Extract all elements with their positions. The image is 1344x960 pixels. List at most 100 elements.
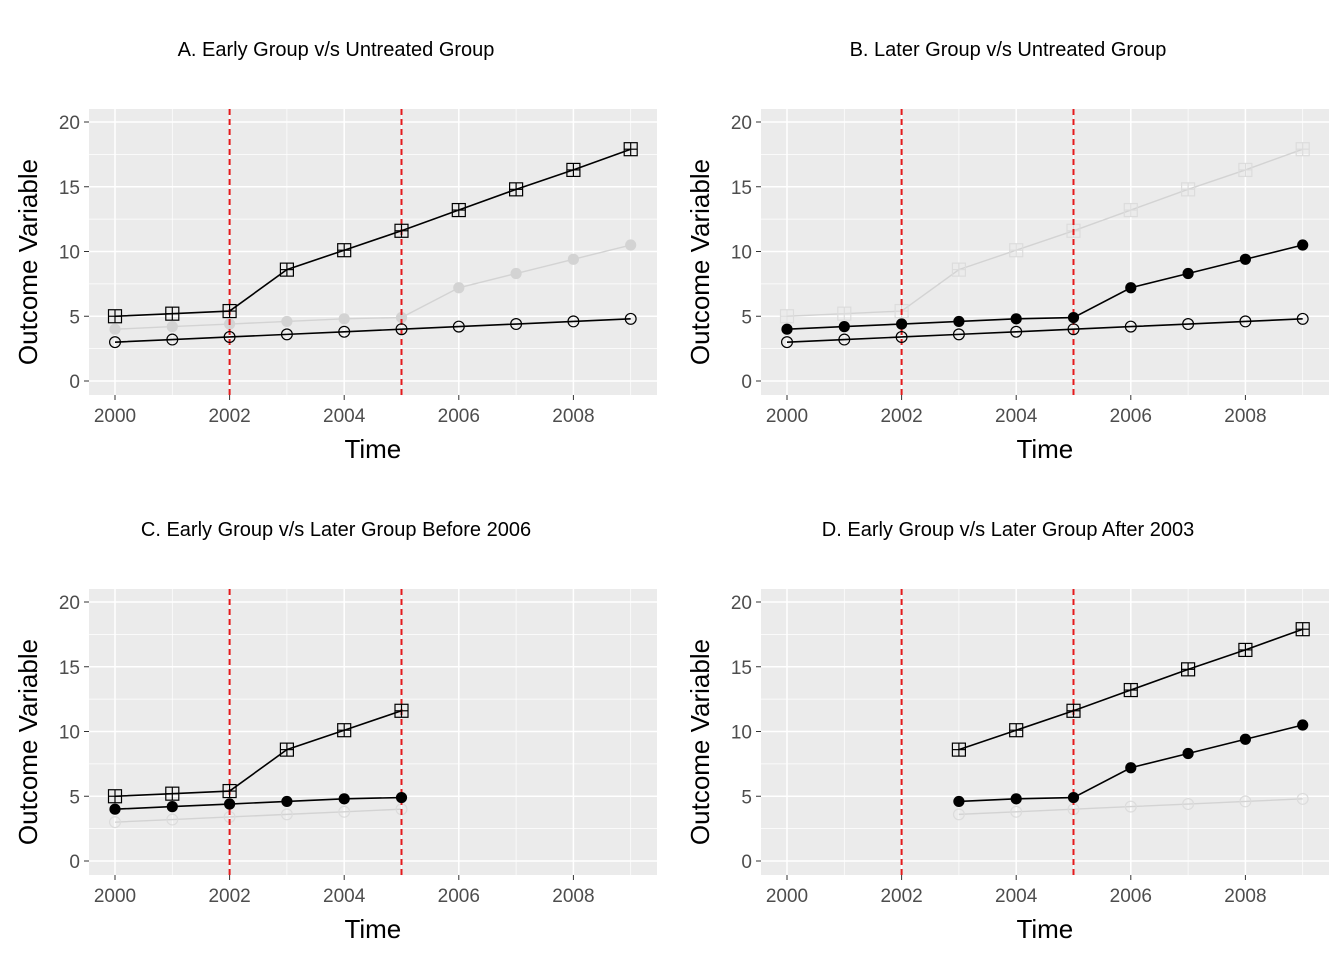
data-point (109, 323, 121, 335)
y-tick-label: 15 (731, 658, 752, 679)
y-tick-label: 20 (731, 593, 752, 614)
x-tick-label: 2006 (1110, 406, 1152, 427)
data-point (566, 162, 581, 178)
panel-title: C. Early Group v/s Later Group Before 20… (141, 519, 531, 541)
data-point (1297, 719, 1309, 731)
data-point (951, 262, 967, 277)
x-tick-label: 2002 (880, 406, 922, 427)
x-tick-label: 2000 (94, 886, 136, 907)
y-tick-label: 5 (741, 787, 752, 808)
x-axis-label: Time (1016, 434, 1073, 464)
data-point (509, 182, 524, 197)
series-filled (109, 791, 408, 815)
data-point (1182, 267, 1194, 280)
data-point (1010, 805, 1023, 818)
data-point (1239, 733, 1251, 745)
data-point (107, 309, 123, 324)
data-point (338, 793, 350, 805)
data-point (394, 703, 409, 718)
data-point (1239, 315, 1252, 328)
data-point (837, 306, 852, 321)
data-point (567, 253, 580, 265)
data-point (452, 320, 465, 333)
x-tick-label: 2000 (766, 886, 808, 907)
data-point (1295, 622, 1310, 637)
panel-title: B. Later Group v/s Untreated Group (850, 39, 1167, 61)
data-point (280, 328, 293, 341)
data-point (1124, 320, 1137, 333)
data-point (1067, 791, 1080, 804)
series-line (114, 796, 402, 810)
x-axis-label: Time (344, 434, 401, 464)
data-point (1296, 792, 1309, 805)
x-tick-label: 2008 (1224, 886, 1266, 907)
data-point (108, 336, 121, 349)
x-tick-label: 2004 (323, 406, 366, 427)
data-point (338, 805, 351, 818)
series-line (114, 244, 631, 330)
data-point (165, 786, 180, 801)
data-point (109, 803, 121, 815)
data-point (223, 330, 236, 343)
data-point (166, 321, 178, 333)
data-point (281, 795, 293, 808)
data-point (1125, 282, 1137, 294)
x-tick-label: 2004 (995, 406, 1038, 427)
series-line (786, 318, 1303, 343)
data-point (1125, 762, 1137, 774)
data-point (1067, 323, 1080, 336)
data-point (896, 318, 908, 330)
data-point (337, 723, 352, 738)
y-axis-label: Outcome Variable (13, 159, 43, 365)
series-line (958, 798, 1303, 816)
panel-c: C. Early Group v/s Later Group Before 20… (13, 519, 657, 944)
series-square (107, 703, 409, 804)
data-point (395, 791, 408, 804)
y-tick-label: 5 (69, 787, 80, 808)
data-point (953, 315, 965, 328)
data-point (838, 321, 850, 333)
data-point (1182, 747, 1194, 760)
data-point (624, 312, 637, 325)
y-tick-label: 5 (69, 307, 80, 328)
data-point (1295, 142, 1310, 157)
data-point (395, 323, 408, 336)
data-point (953, 795, 965, 808)
data-point (1297, 239, 1309, 251)
series-filled (953, 719, 1309, 808)
y-tick-label: 0 (69, 852, 80, 873)
series-filled (109, 239, 637, 335)
data-point (952, 328, 965, 341)
x-tick-label: 2008 (1224, 406, 1266, 427)
data-point (338, 325, 351, 338)
data-point (279, 742, 294, 757)
data-point (166, 813, 179, 826)
data-point (279, 262, 294, 277)
series-open (780, 312, 1309, 349)
data-point (1238, 162, 1253, 178)
y-tick-label: 10 (59, 723, 80, 744)
x-tick-label: 2006 (438, 406, 480, 427)
y-tick-label: 15 (59, 178, 80, 199)
x-axis-label: Time (344, 914, 401, 944)
data-point (1010, 325, 1023, 338)
data-point (780, 336, 793, 349)
data-point (107, 789, 123, 804)
panel-title: D. Early Group v/s Later Group After 200… (822, 519, 1194, 541)
data-point (166, 801, 178, 813)
data-point (1010, 793, 1022, 805)
data-point (281, 315, 293, 328)
y-tick-label: 0 (741, 852, 752, 873)
data-point (1239, 795, 1252, 808)
data-point (1066, 703, 1081, 718)
data-point (395, 311, 408, 324)
y-tick-label: 10 (59, 243, 80, 264)
series-line (114, 808, 402, 823)
x-tick-label: 2008 (552, 406, 594, 427)
data-point (1182, 798, 1195, 811)
x-tick-label: 2000 (766, 406, 808, 427)
x-tick-label: 2004 (323, 886, 366, 907)
data-point (166, 333, 179, 346)
x-tick-label: 2002 (208, 406, 250, 427)
data-point (1124, 800, 1137, 813)
